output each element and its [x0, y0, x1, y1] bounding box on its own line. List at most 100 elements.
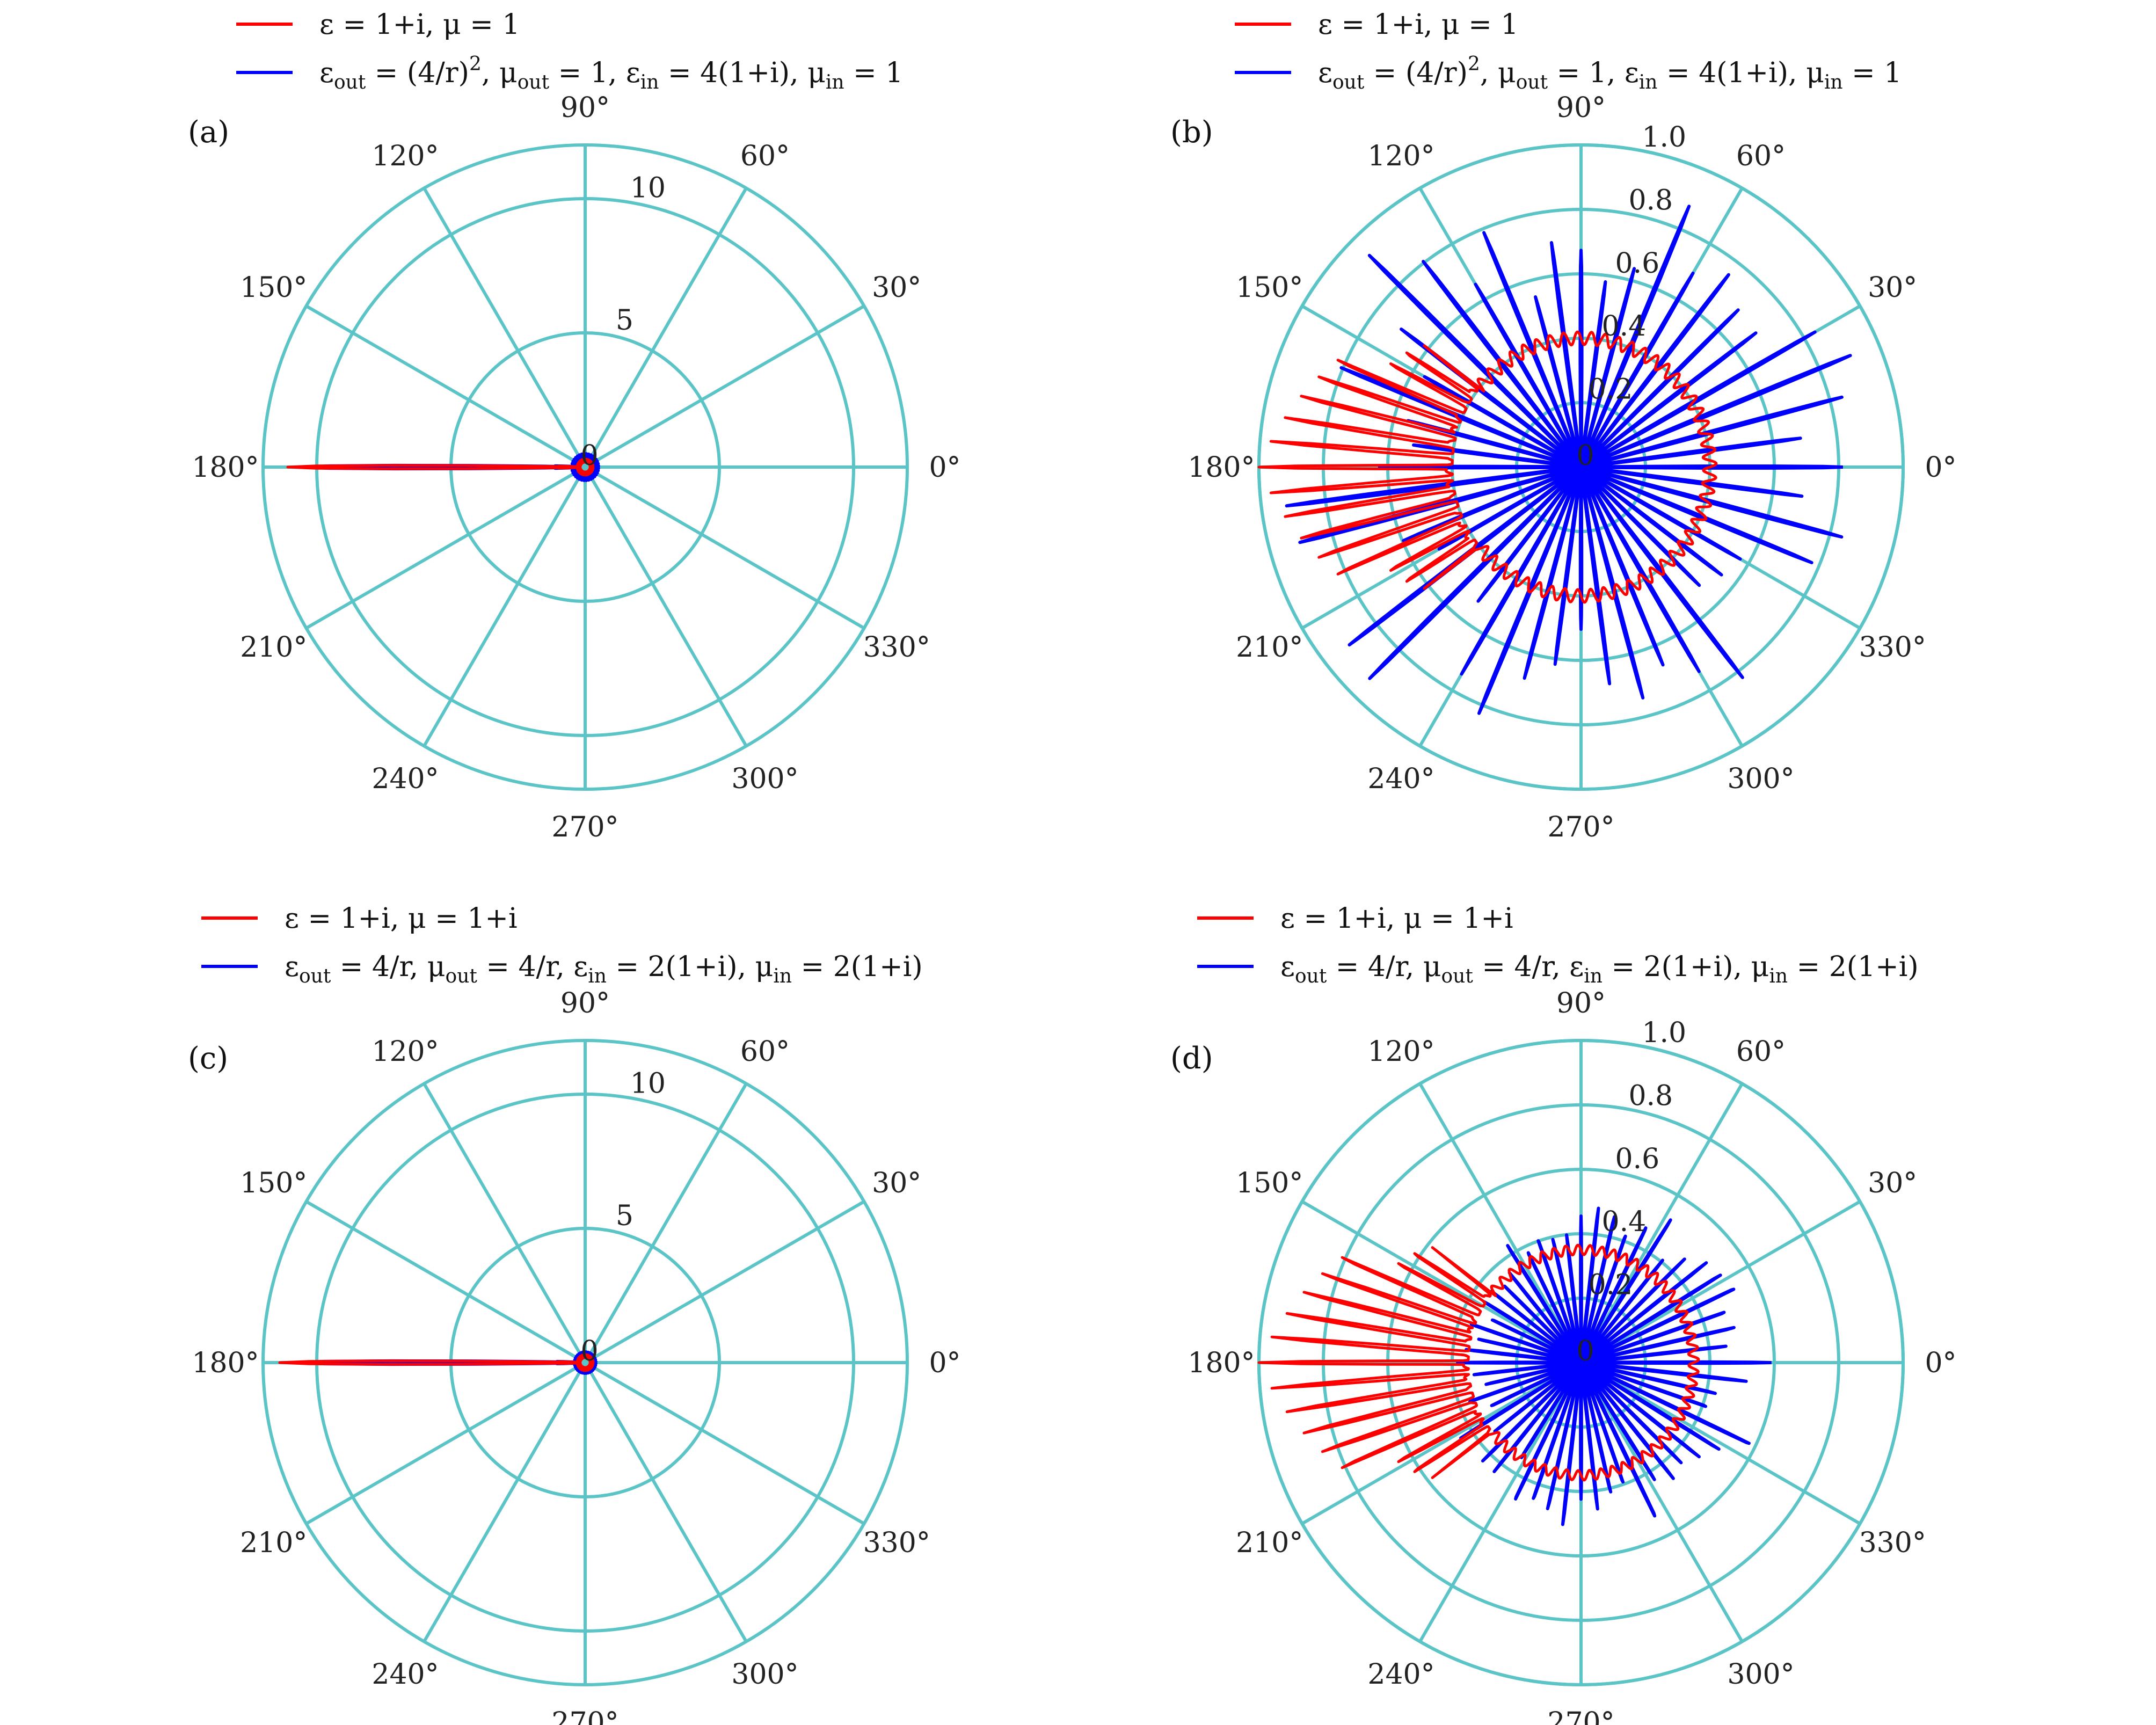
series-line-red	[1257, 1243, 1700, 1482]
angle-tick-label: 0°	[929, 1347, 960, 1379]
angle-tick-label: 60°	[740, 1036, 790, 1068]
angle-tick-label: 240°	[1367, 1658, 1434, 1691]
angle-tick-label: 270°	[1547, 811, 1614, 843]
grid-spoke	[1418, 1082, 1583, 1364]
panel-label: (c)	[188, 1041, 228, 1076]
angle-tick-label: 0°	[1925, 1347, 1956, 1379]
angle-tick-label: 180°	[1188, 1347, 1255, 1379]
radial-tick-label: 5	[616, 1200, 633, 1232]
angle-tick-label: 180°	[192, 1347, 259, 1379]
angle-tick-label: 30°	[872, 272, 921, 304]
angle-tick-label: 0°	[929, 452, 960, 484]
angle-tick-label: 90°	[560, 987, 610, 1020]
series-line-blue	[1456, 1206, 1772, 1526]
radial-tick-label: 0	[1576, 440, 1594, 472]
angle-tick-label: 210°	[1236, 1527, 1303, 1559]
angle-tick-label: 30°	[1868, 1167, 1917, 1199]
angle-tick-label: 330°	[863, 631, 930, 664]
grid-spoke	[584, 304, 865, 469]
angle-tick-label: 300°	[731, 763, 798, 795]
angle-tick-label: 150°	[240, 1167, 307, 1199]
angle-tick-label: 180°	[192, 452, 259, 484]
legend-label: ε = 1+i, μ = 1+i	[285, 902, 518, 935]
radial-tick-label: 5	[616, 304, 633, 337]
grid-spoke	[584, 1082, 748, 1364]
series-line-red	[1257, 330, 1718, 604]
legend-label: εout = (4/r)2, μout = 1, εin = 4(1+i), μ…	[1318, 53, 1902, 93]
angle-tick-label: 60°	[1736, 1036, 1786, 1068]
radial-tick-label: 0.8	[1628, 184, 1673, 216]
angle-tick-label: 30°	[872, 1167, 921, 1199]
grid-spoke	[423, 187, 587, 468]
grid-spoke	[423, 466, 587, 747]
radial-tick-label: 0	[580, 440, 598, 472]
grid-spoke	[423, 1362, 587, 1643]
radial-tick-label: 10	[630, 1068, 666, 1100]
radial-tick-label: 0	[1576, 1335, 1594, 1367]
series-line-red	[278, 1353, 595, 1372]
grid-spoke	[584, 187, 748, 468]
legend-label: εout = 4/r, μout = 4/r, εin = 2(1+i), μi…	[1280, 951, 1919, 987]
grid-spoke	[423, 1082, 587, 1364]
panel-label: (d)	[1170, 1041, 1213, 1076]
angle-tick-label: 120°	[1367, 1036, 1434, 1068]
angle-tick-label: 300°	[1727, 1658, 1794, 1691]
angle-tick-label: 90°	[1556, 92, 1606, 124]
panel-label: (a)	[188, 115, 229, 150]
grid-spoke	[305, 1361, 586, 1525]
grid-spoke	[584, 1361, 865, 1525]
grid-spoke	[584, 466, 748, 747]
legend-label: εout = (4/r)2, μout = 1, εin = 4(1+i), μ…	[319, 53, 903, 93]
grid-spoke	[305, 1200, 586, 1364]
radial-tick-label: 0	[580, 1335, 598, 1367]
angle-tick-label: 300°	[731, 1658, 798, 1691]
radial-tick-label: 10	[630, 172, 666, 205]
grid-spoke	[1301, 1200, 1582, 1364]
angle-tick-label: 150°	[1236, 1167, 1303, 1199]
grid-spoke	[305, 465, 586, 630]
angle-tick-label: 60°	[1736, 140, 1786, 172]
polar-panel-c: ε = 1+i, μ = 1+i εout = 4/r, μout = 4/r, …	[188, 902, 961, 1725]
angle-tick-label: 300°	[1727, 763, 1794, 795]
polar-panel-d: ε = 1+i, μ = 1+i εout = 4/r, μout = 4/r, …	[1170, 902, 1957, 1725]
angle-tick-label: 90°	[560, 92, 610, 124]
angle-tick-label: 90°	[1556, 987, 1606, 1020]
angle-tick-label: 180°	[1188, 452, 1255, 484]
radial-tick-label: 0.2	[1589, 1269, 1633, 1301]
grid-spoke	[1418, 1362, 1583, 1643]
angle-tick-label: 120°	[1367, 140, 1434, 172]
grid-spoke	[584, 1200, 865, 1364]
radial-tick-label: 0.6	[1615, 248, 1659, 280]
angle-tick-label: 240°	[372, 1658, 439, 1691]
grid-spoke	[1579, 1362, 1744, 1643]
radial-tick-label: 1.0	[1642, 1017, 1686, 1049]
angle-tick-label: 120°	[372, 1036, 439, 1068]
legend-label: ε = 1+i, μ = 1+i	[1280, 902, 1513, 935]
angle-tick-label: 330°	[863, 1527, 930, 1559]
angle-tick-label: 150°	[1236, 272, 1303, 304]
angle-tick-label: 150°	[240, 272, 307, 304]
angle-tick-label: 210°	[1236, 631, 1303, 664]
angle-tick-label: 270°	[1547, 1707, 1614, 1725]
polar-panel-b: ε = 1+i, μ = 1 εout = (4/r)2, μout = 1, ε…	[1170, 9, 1957, 843]
angle-tick-label: 30°	[1868, 272, 1917, 304]
grid-spoke	[584, 465, 865, 630]
radial-tick-label: 0.2	[1589, 374, 1633, 406]
angle-tick-label: 240°	[372, 763, 439, 795]
radial-tick-label: 1.0	[1642, 121, 1686, 154]
legend-label: ε = 1+i, μ = 1	[319, 9, 520, 41]
radial-tick-label: 0.4	[1602, 1206, 1647, 1238]
legend-label: εout = 4/r, μout = 4/r, εin = 2(1+i), μi…	[285, 951, 923, 987]
grid-spoke	[584, 1362, 748, 1643]
angle-tick-label: 270°	[551, 1707, 618, 1725]
radial-tick-label: 0.4	[1602, 310, 1647, 343]
series-line-red	[286, 457, 595, 477]
angle-tick-label: 330°	[1859, 631, 1926, 664]
angle-tick-label: 270°	[551, 811, 618, 843]
radial-tick-label: 0.6	[1615, 1143, 1659, 1175]
series-line-blue	[1285, 205, 1852, 715]
angle-tick-label: 210°	[240, 1527, 307, 1559]
radial-tick-label: 0.8	[1628, 1080, 1673, 1112]
angle-tick-label: 330°	[1859, 1527, 1926, 1559]
